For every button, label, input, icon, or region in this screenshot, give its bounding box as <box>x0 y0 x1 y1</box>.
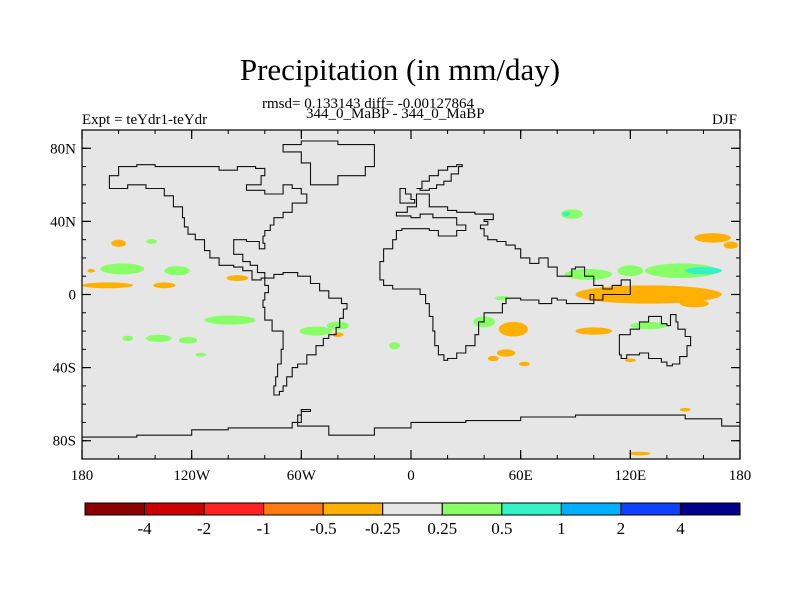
y-tick-label: 80S <box>53 434 76 450</box>
colorbar-label: -0.5 <box>310 519 337 538</box>
colorbar-swatch <box>501 502 562 516</box>
anomaly-patch-orange <box>487 355 499 362</box>
colorbar-swatch <box>441 502 503 516</box>
anomaly-patch-orange <box>575 285 722 304</box>
anomaly-patch-orange <box>498 321 528 337</box>
x-tick-label: 180 <box>71 468 94 484</box>
experiment-label: Expt = teYdr1-teYdr <box>82 112 208 128</box>
colorbar-swatch <box>263 502 324 516</box>
y-tick-label: 40N <box>50 214 76 230</box>
anomaly-patch-orange <box>226 275 249 281</box>
anomaly-patch-green <box>617 265 644 277</box>
anomaly-patch-orange <box>87 268 95 273</box>
colorbar-label: 1 <box>557 519 566 538</box>
anomaly-patch-green <box>560 209 583 219</box>
anomaly-patch-green <box>326 321 349 330</box>
anomaly-patch-orange <box>82 282 134 289</box>
rmsd-subtitle: rmsd= 0.133143 diff= -0.00127864 <box>262 96 475 112</box>
anomaly-patch-green <box>100 263 145 275</box>
colorbar-label: 4 <box>676 519 685 538</box>
colorbar-swatch <box>382 502 443 516</box>
coastline-britain <box>399 187 416 204</box>
anomaly-patch-green <box>389 342 401 350</box>
coastline-eurasia-africa <box>379 193 631 361</box>
anomaly-patch-green <box>178 336 198 344</box>
comparison-label: 344_0_MaBP - 344_0_MaBP <box>306 106 485 122</box>
colorbar-label: 2 <box>617 519 626 538</box>
anomaly-patch-orange <box>111 239 126 247</box>
coastline-greenland <box>282 140 375 186</box>
map-axes: 180 120W 60W 0 60E 120E 180 80N 40N 0 40S 80S <box>50 129 752 484</box>
anomaly-patch-orange <box>153 282 176 289</box>
anomaly-patch-green <box>204 315 256 325</box>
colorbar-swatch <box>144 502 205 516</box>
anomaly-patch-orange <box>496 349 516 357</box>
anomaly-patch-orange <box>723 241 739 249</box>
map-plot-area <box>82 130 740 459</box>
coastline-north-america <box>108 164 308 281</box>
season-label: DJF <box>712 112 738 128</box>
anomaly-patch-orange <box>679 407 691 412</box>
anomaly-patch-orange <box>694 233 731 243</box>
x-tick-label: 120E <box>614 468 646 484</box>
x-tick-label: 120W <box>173 468 211 484</box>
colorbar-label: -0.25 <box>365 519 400 538</box>
colorbar: -4 -2 -1 -0.5 -0.25 0.25 0.5 1 2 4 <box>84 502 741 538</box>
anomaly-patch-green <box>164 266 190 276</box>
y-tick-label: 0 <box>69 288 77 304</box>
anomaly-patch-orange <box>628 451 651 456</box>
x-tick-label: 0 <box>407 468 415 484</box>
colorbar-label: 0.25 <box>427 519 457 538</box>
colorbar-label: -2 <box>197 519 211 538</box>
anomaly-patch-orange <box>518 361 530 367</box>
coastline-australia <box>618 314 692 367</box>
anomaly-patch-cyan <box>685 267 722 275</box>
anomaly-patch-orange <box>332 332 344 338</box>
coastline-south-america <box>262 272 348 396</box>
anomaly-patch-orange <box>679 299 709 308</box>
anomaly-patch-green <box>299 326 333 336</box>
colorbar-label: -4 <box>137 519 152 538</box>
anomaly-patch-green <box>644 263 719 279</box>
colorbar-swatch <box>679 502 741 516</box>
anomaly-patch-green <box>195 352 207 357</box>
x-tick-label: 60E <box>509 468 533 484</box>
x-tick-label: 180 <box>729 468 752 484</box>
coastline-scandinavia <box>416 164 463 191</box>
colorbar-swatch <box>203 502 265 516</box>
colorbar-swatch <box>620 502 681 516</box>
y-tick-label: 40S <box>53 361 76 377</box>
anomaly-patch-cyan <box>562 211 571 217</box>
page-title: Precipitation (in mm/day) <box>239 52 561 87</box>
y-tick-label: 80N <box>50 141 76 157</box>
anomaly-patch-green <box>564 268 613 280</box>
anomaly-patch-orange <box>624 358 636 363</box>
colorbar-label: 0.5 <box>491 519 512 538</box>
colorbar-swatch <box>322 502 384 516</box>
anomaly-patch-green <box>122 335 134 342</box>
colorbar-swatch <box>84 502 146 516</box>
anomaly-patch-orange <box>575 327 613 335</box>
x-tick-label: 60W <box>287 468 317 484</box>
colorbar-label: -1 <box>257 519 271 538</box>
anomaly-patch-green <box>145 334 172 343</box>
anomaly-patch-green <box>145 239 157 244</box>
colorbar-swatch <box>560 502 622 516</box>
coastline-antarctica <box>82 409 740 459</box>
